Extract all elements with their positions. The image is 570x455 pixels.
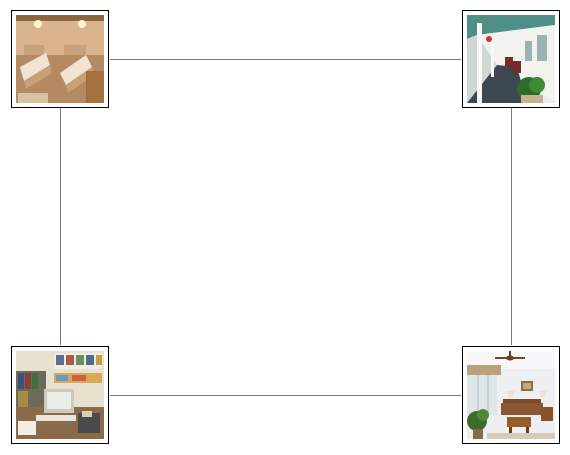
thumbnail-living-room[interactable] xyxy=(462,346,560,444)
office-photo-icon xyxy=(16,351,104,439)
connector-line-right xyxy=(511,108,512,345)
connector-line-left xyxy=(60,108,61,345)
connector-line-top xyxy=(110,59,461,60)
living-room-photo-icon xyxy=(467,351,555,439)
thumbnail-porch[interactable] xyxy=(462,10,560,108)
thumbnail-bedroom[interactable] xyxy=(11,10,109,108)
porch-photo-icon xyxy=(467,15,555,103)
connector-line-bottom xyxy=(110,395,461,396)
thumbnail-office[interactable] xyxy=(11,346,109,444)
bedroom-photo-icon xyxy=(16,15,104,103)
